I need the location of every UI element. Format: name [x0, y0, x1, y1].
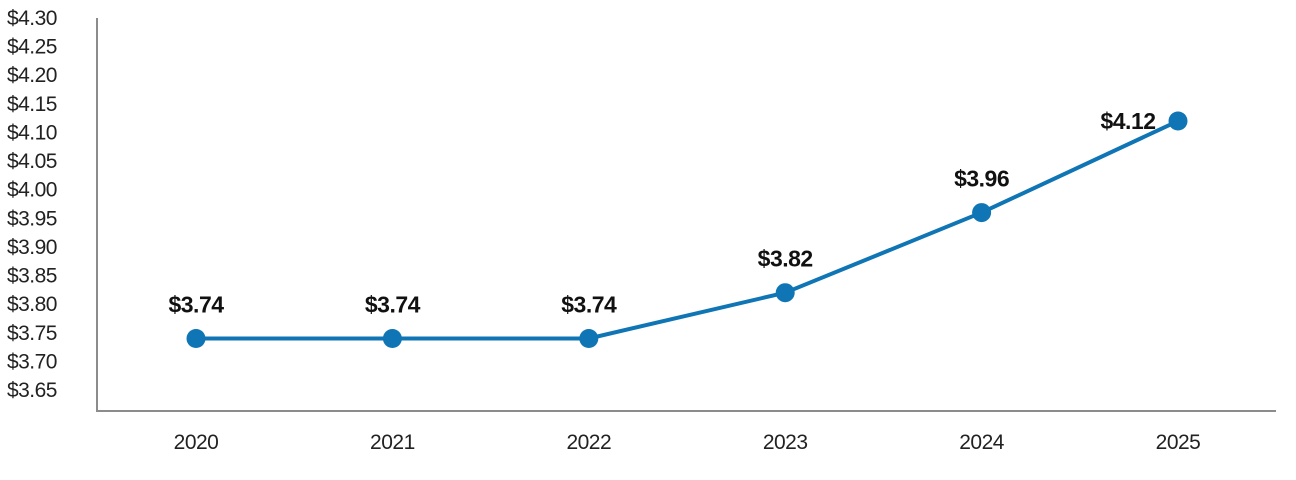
- x-tick-label: 2024: [959, 431, 1005, 454]
- data-label: $3.74: [168, 291, 224, 317]
- data-point: [186, 328, 206, 348]
- x-tick-labels: 2020 2021 2022 2023 2024 2025: [174, 431, 1201, 454]
- data-label: $3.74: [365, 291, 421, 317]
- data-labels: $3.74 $3.74 $3.74 $3.82 $3.96 $4.12: [168, 108, 1156, 317]
- plot-area: $3.74 $3.74 $3.74 $3.82 $3.96 $4.12: [168, 108, 1188, 348]
- y-tick-label: $3.85: [7, 265, 57, 288]
- y-axis: $3.65 $3.70 $3.75 $3.80 $3.85 $3.90 $3.95 $4.00…: [7, 7, 98, 411]
- y-tick-label: $3.95: [7, 207, 57, 230]
- y-tick-label: $4.15: [7, 93, 57, 116]
- data-label: $3.82: [758, 246, 813, 272]
- data-point: [579, 328, 599, 348]
- y-tick-label: $3.80: [7, 293, 57, 316]
- data-points: [186, 111, 1188, 348]
- data-point: [382, 328, 402, 348]
- data-point: [1168, 111, 1188, 131]
- y-tick-label: $3.90: [7, 236, 57, 259]
- y-tick-label: $3.75: [7, 322, 57, 345]
- y-tick-labels: $3.65 $3.70 $3.75 $3.80 $3.85 $3.90 $3.95 $4.00…: [7, 7, 58, 402]
- data-point: [775, 283, 795, 303]
- data-label: $4.12: [1100, 108, 1155, 134]
- x-tick-label: 2020: [174, 431, 219, 454]
- data-label: $3.96: [954, 166, 1009, 192]
- data-point: [972, 203, 992, 223]
- y-tick-label: $4.05: [7, 150, 57, 173]
- series-line: [196, 119, 1179, 341]
- y-tick-label: $3.65: [7, 379, 57, 402]
- data-label: $3.74: [561, 291, 617, 317]
- y-tick-label: $3.70: [7, 350, 57, 373]
- y-tick-label: $4.30: [7, 7, 57, 30]
- x-tick-label: 2021: [370, 431, 415, 454]
- x-tick-label: 2025: [1156, 431, 1201, 454]
- x-axis: 2020 2021 2022 2023 2024 2025: [96, 410, 1276, 454]
- y-tick-label: $4.25: [7, 36, 57, 59]
- y-tick-label: $4.10: [7, 121, 57, 144]
- y-tick-label: $4.00: [7, 179, 57, 202]
- x-tick-label: 2023: [763, 431, 808, 454]
- y-tick-label: $4.20: [7, 64, 57, 87]
- x-tick-label: 2022: [566, 431, 611, 454]
